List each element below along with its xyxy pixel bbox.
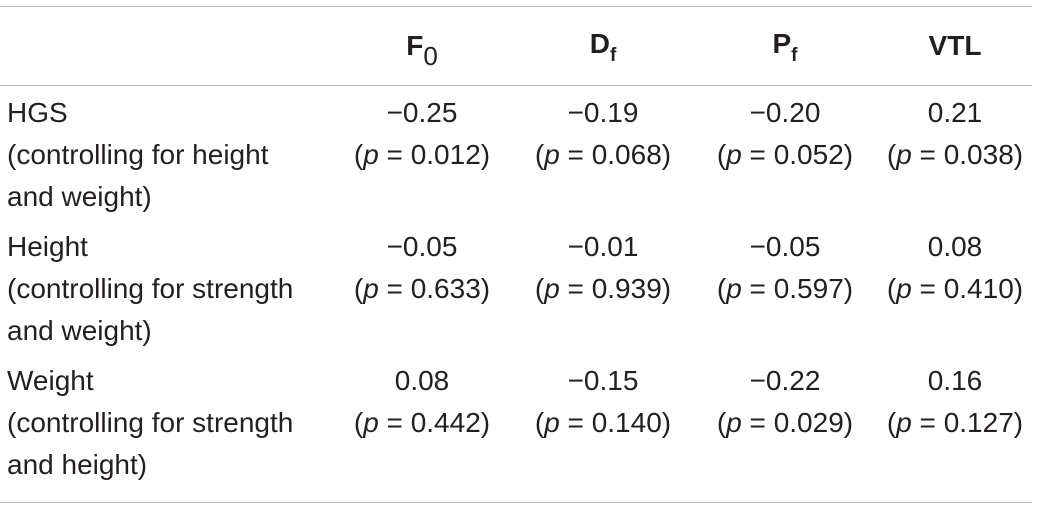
top-rule: [0, 6, 1032, 7]
cell-df: −0.15 (p = 0.140): [534, 365, 672, 438]
cell-pf: −0.22 (p = 0.029): [716, 365, 854, 438]
cell-df: −0.01 (p = 0.939): [534, 231, 672, 304]
table-row-height: Height (controlling for strength and wei…: [0, 226, 1034, 360]
header-df: Df: [589, 27, 617, 66]
cell-pf: −0.20 (p = 0.052): [716, 97, 854, 170]
header-rule: [0, 85, 1032, 86]
row-label: HGS (controlling for height and weight): [7, 97, 269, 212]
table-row-hgs: HGS (controlling for height and weight) …: [0, 85, 1034, 226]
cell-df: −0.19 (p = 0.068): [534, 97, 672, 170]
cell-vtl: 0.08 (p = 0.410): [886, 231, 1024, 304]
correlation-table: F0 Df Pf VTL HGS (controlling for height…: [0, 6, 1034, 492]
cell-f0: −0.25 (p = 0.012): [353, 97, 491, 170]
header-f0: F0: [406, 29, 438, 71]
bottom-rule: [0, 502, 1032, 503]
header-pf: Pf: [772, 27, 798, 66]
cell-f0: −0.05 (p = 0.633): [353, 231, 491, 304]
cell-vtl: 0.21 (p = 0.038): [886, 97, 1024, 170]
row-label: Weight (controlling for strength and hei…: [7, 365, 294, 480]
cell-f0: 0.08 (p = 0.442): [353, 365, 491, 438]
header-empty: [0, 6, 332, 85]
row-label: Height (controlling for strength and wei…: [7, 231, 294, 346]
cell-pf: −0.05 (p = 0.597): [716, 231, 854, 304]
header-row: F0 Df Pf VTL: [0, 6, 1034, 85]
header-vtl: VTL: [928, 29, 982, 61]
table-row-weight: Weight (controlling for strength and hei…: [0, 360, 1034, 492]
cell-vtl: 0.16 (p = 0.127): [886, 365, 1024, 438]
